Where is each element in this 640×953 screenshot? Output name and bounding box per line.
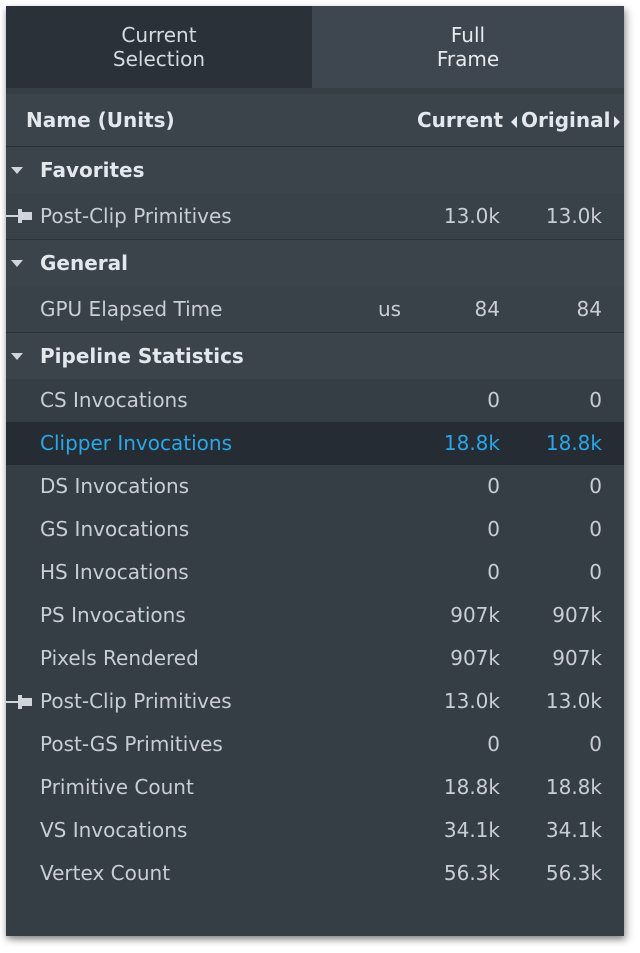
pin-icon[interactable] bbox=[6, 209, 32, 223]
table-row[interactable]: PS Invocations 907k 907k bbox=[6, 594, 624, 637]
counter-name: Primitive Count bbox=[40, 775, 194, 799]
original-value: 13.0k bbox=[545, 204, 602, 228]
counter-name: Post-GS Primitives bbox=[40, 732, 223, 756]
current-value: 907k bbox=[450, 646, 500, 670]
column-name-header[interactable]: Name (Units) bbox=[26, 108, 175, 132]
table-row[interactable]: GS Invocations 0 0 bbox=[6, 508, 624, 551]
original-value: 0 bbox=[589, 517, 602, 541]
original-value: 0 bbox=[589, 560, 602, 584]
current-value: 18.8k bbox=[443, 431, 500, 455]
section-header-favorites[interactable]: Favorites bbox=[6, 147, 624, 193]
counter-name: GPU Elapsed Time bbox=[40, 297, 223, 321]
chevron-left-icon[interactable] bbox=[511, 115, 517, 128]
counter-name: Post-Clip Primitives bbox=[40, 689, 232, 713]
original-value: 907k bbox=[552, 603, 602, 627]
tab-separator bbox=[6, 88, 624, 94]
counter-name: Clipper Invocations bbox=[40, 431, 232, 455]
original-value: 18.8k bbox=[545, 431, 602, 455]
table-row[interactable]: Post-Clip Primitives 13.0k 13.0k bbox=[6, 193, 624, 240]
original-value: 13.0k bbox=[545, 689, 602, 713]
original-value: 84 bbox=[576, 297, 602, 321]
original-value: 34.1k bbox=[545, 818, 602, 842]
table-row[interactable]: CS Invocations 0 0 bbox=[6, 379, 624, 422]
column-header: Name (Units) Current Original bbox=[6, 94, 624, 147]
counter-name: DS Invocations bbox=[40, 474, 190, 498]
column-current-header[interactable]: Current bbox=[417, 108, 504, 132]
current-value: 84 bbox=[474, 297, 500, 321]
counter-name: PS Invocations bbox=[40, 603, 186, 627]
pin-icon[interactable] bbox=[6, 694, 32, 709]
section-title: General bbox=[40, 251, 128, 275]
table-row[interactable]: DS Invocations 0 0 bbox=[6, 465, 624, 508]
counter-name: CS Invocations bbox=[40, 388, 188, 412]
counter-name: GS Invocations bbox=[40, 517, 190, 541]
table-row[interactable]: GPU Elapsed Time us 84 84 bbox=[6, 286, 624, 333]
table-row[interactable]: Post-GS Primitives 0 0 bbox=[6, 723, 624, 766]
section-title: Pipeline Statistics bbox=[40, 344, 244, 368]
current-value: 13.0k bbox=[443, 204, 500, 228]
counter-name: Pixels Rendered bbox=[40, 646, 199, 670]
column-original-header[interactable]: Original bbox=[511, 94, 621, 146]
original-value: 0 bbox=[589, 388, 602, 412]
section-title: Favorites bbox=[40, 158, 145, 182]
original-value: 18.8k bbox=[545, 775, 602, 799]
current-value: 0 bbox=[487, 388, 500, 412]
counters-panel: Current Selection Full Frame Name (Units… bbox=[6, 6, 624, 936]
original-value: 0 bbox=[589, 732, 602, 756]
table-row[interactable]: Post-Clip Primitives 13.0k 13.0k bbox=[6, 680, 624, 723]
current-value: 56.3k bbox=[443, 861, 500, 885]
counter-unit: us bbox=[378, 297, 402, 321]
tab-full-frame[interactable]: Full Frame bbox=[312, 6, 624, 88]
column-original-label: Original bbox=[521, 108, 611, 132]
current-value: 13.0k bbox=[443, 689, 500, 713]
section-header-general[interactable]: General bbox=[6, 240, 624, 286]
current-value: 907k bbox=[450, 603, 500, 627]
table-row[interactable]: Pixels Rendered 907k 907k bbox=[6, 637, 624, 680]
counter-name: Vertex Count bbox=[40, 861, 171, 885]
current-value: 18.8k bbox=[443, 775, 500, 799]
current-value: 0 bbox=[487, 474, 500, 498]
chevron-down-icon[interactable] bbox=[11, 167, 23, 174]
table-row[interactable]: VS Invocations 34.1k 34.1k bbox=[6, 809, 624, 852]
table-row-selected[interactable]: Clipper Invocations 18.8k 18.8k bbox=[6, 422, 624, 465]
counter-list: Favorites Post-Clip Primitives 13.0k 13.… bbox=[6, 147, 624, 895]
original-value: 0 bbox=[589, 474, 602, 498]
tab-bar: Current Selection Full Frame bbox=[6, 6, 624, 88]
chevron-down-icon[interactable] bbox=[11, 260, 23, 267]
current-value: 0 bbox=[487, 517, 500, 541]
counter-name: VS Invocations bbox=[40, 818, 188, 842]
counter-name: Post-Clip Primitives bbox=[40, 204, 232, 228]
current-value: 34.1k bbox=[443, 818, 500, 842]
table-row[interactable]: HS Invocations 0 0 bbox=[6, 551, 624, 594]
tab-current-selection[interactable]: Current Selection bbox=[6, 6, 312, 88]
original-value: 907k bbox=[552, 646, 602, 670]
original-value: 56.3k bbox=[545, 861, 602, 885]
section-header-pipeline-statistics[interactable]: Pipeline Statistics bbox=[6, 333, 624, 379]
chevron-down-icon[interactable] bbox=[11, 353, 23, 360]
current-value: 0 bbox=[487, 732, 500, 756]
table-row[interactable]: Primitive Count 18.8k 18.8k bbox=[6, 766, 624, 809]
table-row[interactable]: Vertex Count 56.3k 56.3k bbox=[6, 852, 624, 895]
chevron-right-icon[interactable] bbox=[614, 115, 621, 128]
counter-name: HS Invocations bbox=[40, 560, 189, 584]
current-value: 0 bbox=[487, 560, 500, 584]
